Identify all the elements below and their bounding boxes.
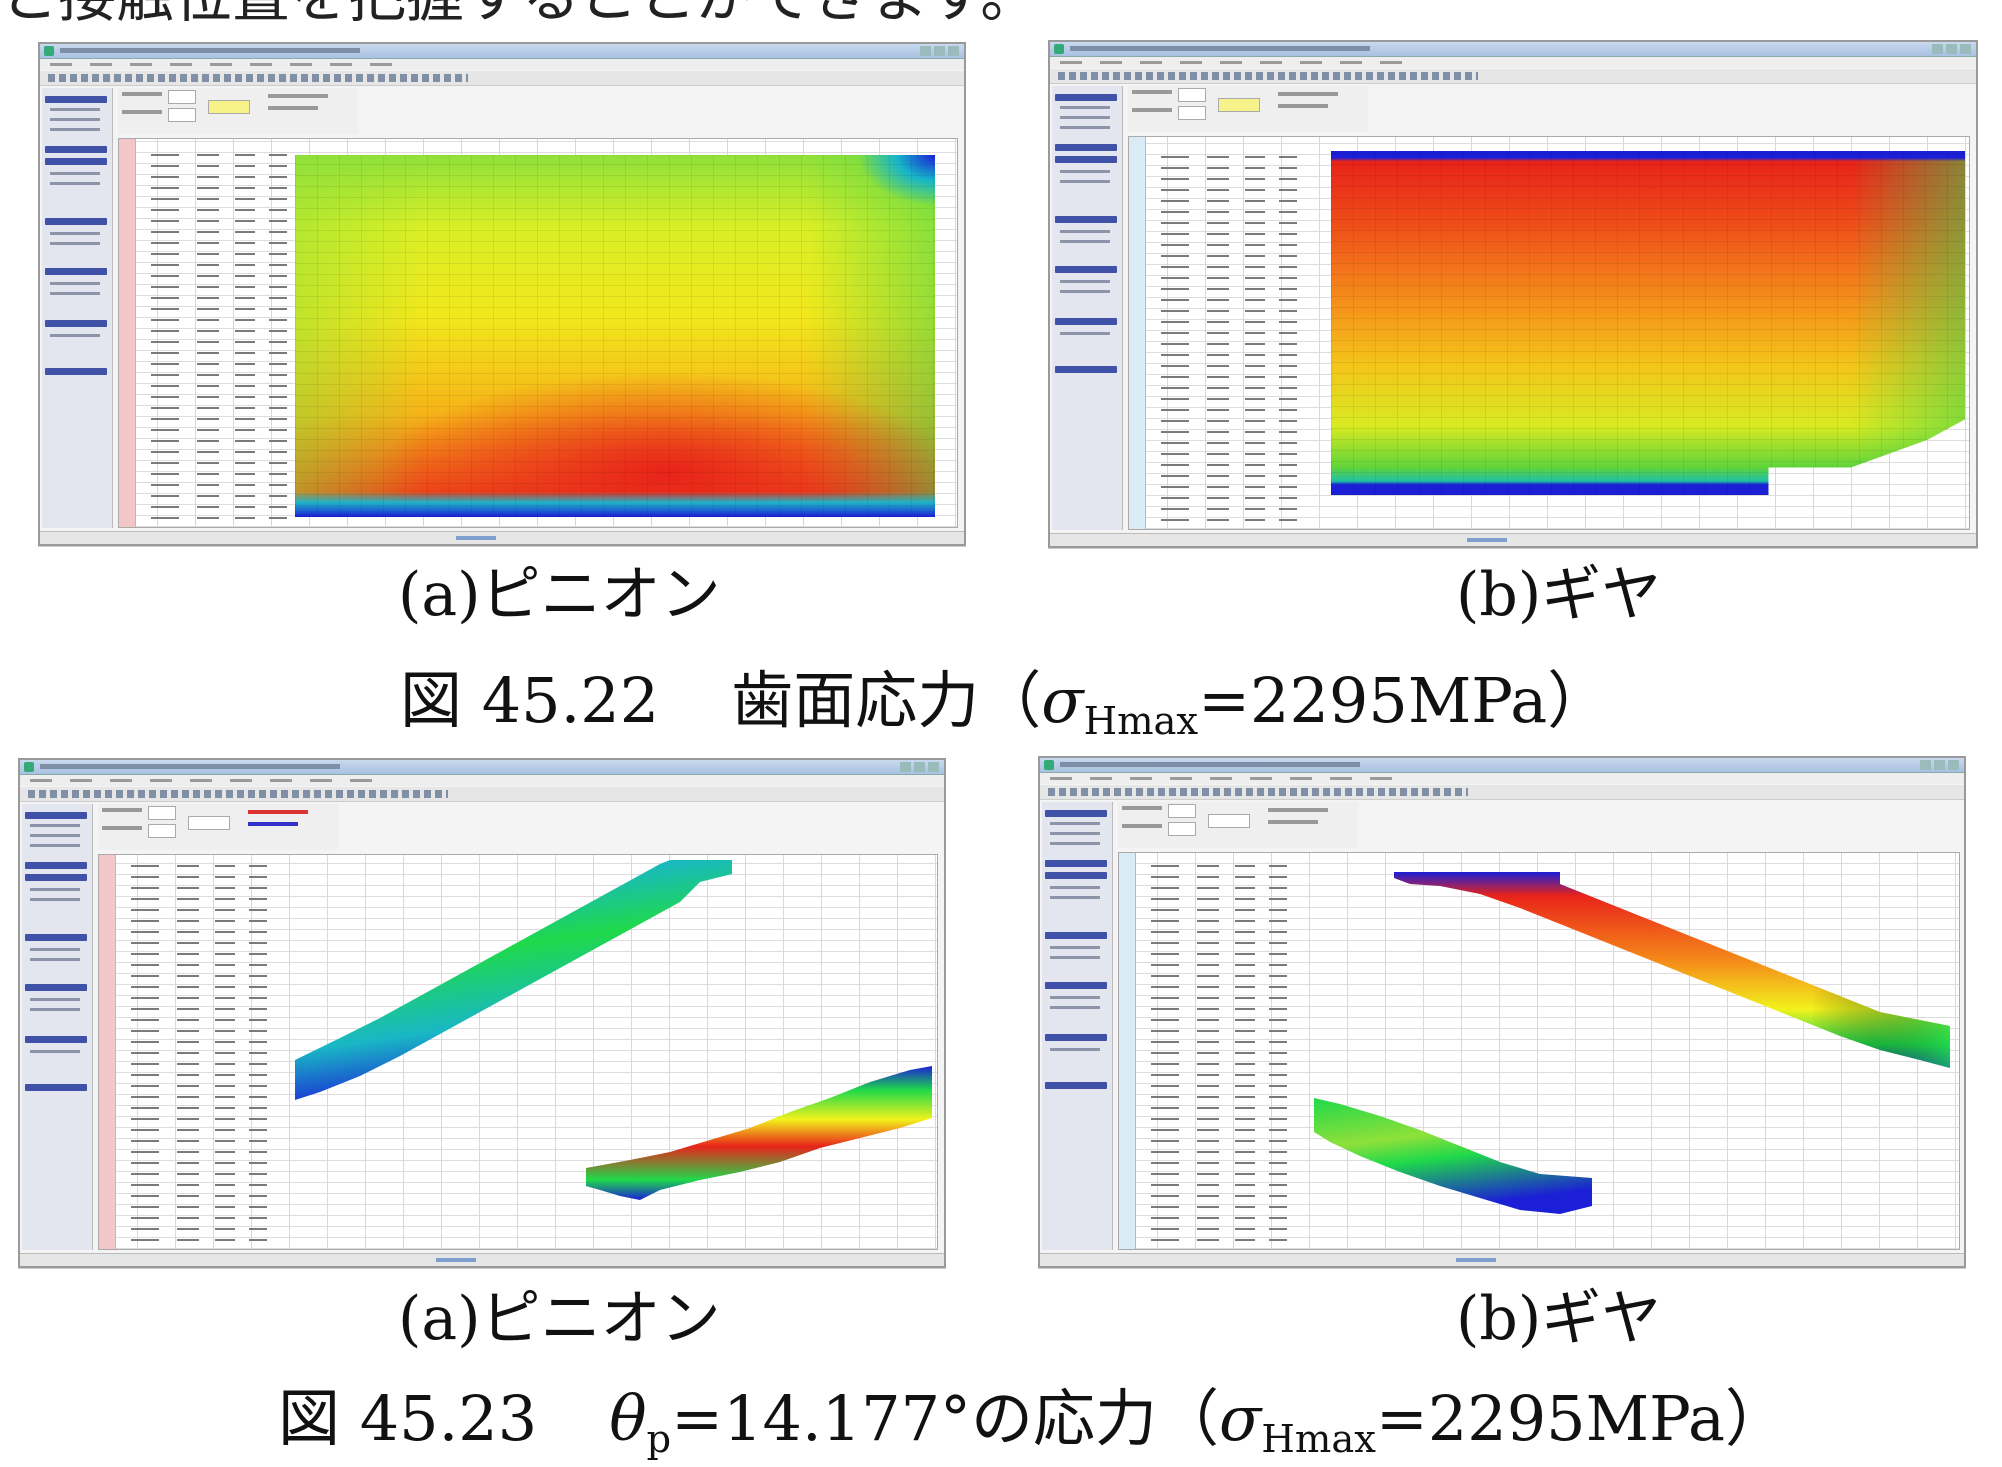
toolbar[interactable] [40,71,964,86]
screenshot-fig4522-pinion [38,42,966,546]
panel-a-caption: (a)ピニオン [398,1284,721,1354]
figure-number: 図 45.23 [278,1382,538,1455]
contact-pattern-svg [295,860,932,1200]
sigma-symbol: σ [1041,664,1084,737]
app-icon [1044,760,1054,770]
data-grid[interactable] [98,854,938,1250]
theta-subscript: p [646,1417,672,1463]
screenshot-fig4522-gear [1048,40,1978,548]
figure-caption-45-23: 図 45.23 θp=14.177°の応力（σHmax=2295MPa） [278,1384,1787,1463]
menu-bar[interactable] [40,59,964,70]
sigma-subscript: Hmax [1261,1417,1376,1463]
app-icon [44,46,54,56]
theta-value: =14.177°の応力 [671,1382,1158,1455]
window-controls[interactable] [1932,44,1972,54]
menu-bar[interactable] [1050,57,1976,68]
stress-heatmap [295,155,935,517]
sidebar[interactable] [1052,86,1123,530]
status-bar [20,1253,944,1266]
sigma-subscript: Hmax [1083,699,1199,745]
stress-heatmap [1331,151,1965,495]
stress-value: =2295MPa [1198,664,1548,737]
contact-band-upper-edge [1394,872,1950,1068]
parameter-panel[interactable] [118,88,358,134]
window-controls[interactable] [920,46,960,56]
status-bar [40,531,964,544]
stress-value: =2295MPa [1375,1382,1726,1455]
theta-symbol: θ [609,1382,647,1455]
contact-band-upper [295,860,732,1100]
menu-bar[interactable] [1040,773,1964,784]
panel-b-caption: (b)ギヤ [1456,1284,1662,1354]
toolbar[interactable] [1040,785,1964,800]
contact-band-lower [1314,1098,1592,1214]
parameter-panel[interactable] [98,804,338,850]
window-titlebar [1050,42,1976,57]
close-paren: ） [1547,664,1610,737]
window-titlebar [20,760,944,775]
app-icon [24,762,34,772]
figure-number: 図 45.22 [400,664,660,737]
window-controls[interactable] [1920,760,1960,770]
sidebar[interactable] [22,804,93,1250]
window-titlebar [40,44,964,59]
menu-bar[interactable] [20,775,944,786]
data-grid[interactable] [118,138,958,528]
screenshot-fig4523-pinion [18,758,946,1268]
figure-title: 歯面応力 [731,664,980,737]
toolbar[interactable] [20,787,944,802]
window-titlebar [1040,758,1964,773]
window-controls[interactable] [900,762,940,772]
figure-caption-45-22: 図 45.22 歯面応力（σHmax=2295MPa） [400,666,1609,745]
sigma-symbol: σ [1219,1382,1262,1455]
sidebar[interactable] [1042,802,1113,1250]
panel-a-caption: (a)ピニオン [398,560,721,630]
sidebar[interactable] [42,88,113,528]
data-grid[interactable] [1118,852,1960,1250]
parameter-panel[interactable] [1118,802,1358,848]
parameter-panel[interactable] [1128,86,1368,132]
app-icon [1054,44,1064,54]
page-top-text-fragment: と接触位置を把握することができます。 [0,0,1400,26]
data-grid[interactable] [1128,136,1970,530]
status-bar [1050,533,1976,546]
open-paren: （ [1157,1382,1220,1455]
close-paren: ） [1725,1382,1788,1455]
contact-pattern-svg [1314,872,1950,1214]
screenshot-fig4523-gear [1038,756,1966,1268]
contact-band-lower [586,1066,932,1200]
panel-b-caption: (b)ギヤ [1456,560,1662,630]
toolbar[interactable] [1050,69,1976,84]
open-paren: （ [979,664,1042,737]
status-bar [1040,1253,1964,1266]
